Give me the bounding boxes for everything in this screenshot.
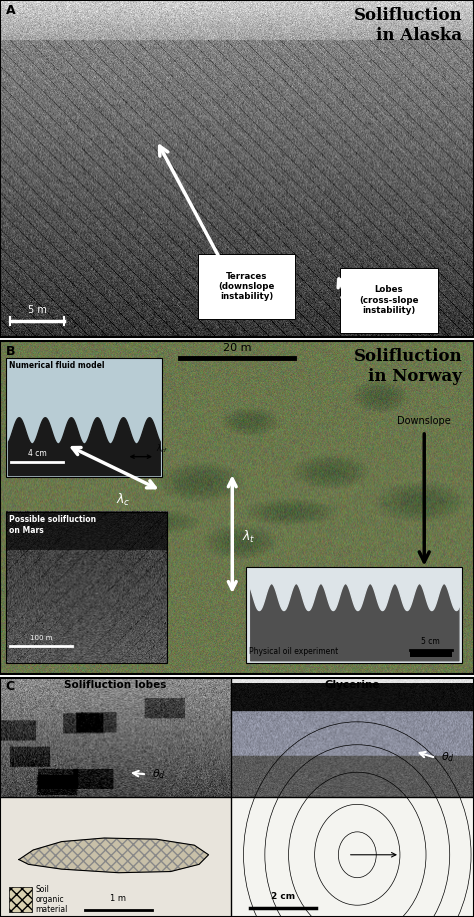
Text: 2 cm: 2 cm [271, 892, 295, 901]
Text: Glycerine: Glycerine [325, 680, 380, 691]
Text: Numerical fluid model: Numerical fluid model [9, 361, 104, 370]
Text: Lobes
(cross-slope
instability): Lobes (cross-slope instability) [359, 285, 419, 315]
Text: $\lambda_c$: $\lambda_c$ [116, 492, 130, 508]
Text: Downslope: Downslope [397, 416, 451, 426]
FancyBboxPatch shape [340, 268, 438, 333]
Bar [0, 797, 231, 917]
Text: $\theta_d$: $\theta_d$ [441, 751, 455, 765]
Text: 1 m: 1 m [110, 894, 127, 903]
Text: Terraces
(downslope
instability): Terraces (downslope instability) [219, 271, 274, 302]
Bar [6, 512, 167, 663]
Text: Solifluction
in Norway: Solifluction in Norway [354, 348, 462, 385]
Bar [6, 358, 162, 477]
Text: Possible solifluction
on Mars: Possible solifluction on Mars [9, 515, 96, 535]
Text: Solifluction lobes: Solifluction lobes [64, 680, 166, 691]
Text: 20 m: 20 m [223, 343, 251, 353]
Polygon shape [19, 838, 209, 873]
Text: $\theta_d$: $\theta_d$ [152, 768, 165, 781]
Text: Solifluction
in Alaska: Solifluction in Alaska [354, 7, 462, 44]
Text: 100 m: 100 m [30, 635, 53, 641]
Bar [246, 567, 462, 663]
Bar [0, 341, 474, 674]
Bar [6, 512, 167, 550]
Text: Physical oil experiment: Physical oil experiment [249, 646, 338, 656]
Text: A: A [6, 4, 15, 17]
Text: 4 cm: 4 cm [27, 448, 46, 458]
Bar [231, 797, 474, 917]
Bar [0, 678, 474, 917]
Bar [9, 887, 32, 912]
Text: 5 m: 5 m [28, 305, 46, 315]
Text: $\lambda_t$: $\lambda_t$ [242, 529, 255, 545]
Text: $\lambda_{cf}$: $\lambda_{cf}$ [156, 442, 168, 455]
Text: 5 cm: 5 cm [421, 636, 440, 646]
Text: B: B [6, 345, 15, 358]
FancyBboxPatch shape [198, 254, 295, 319]
Text: C: C [6, 680, 15, 693]
Bar [410, 650, 452, 657]
Text: Soil
organic
material: Soil organic material [36, 885, 68, 914]
Bar [0, 0, 474, 337]
